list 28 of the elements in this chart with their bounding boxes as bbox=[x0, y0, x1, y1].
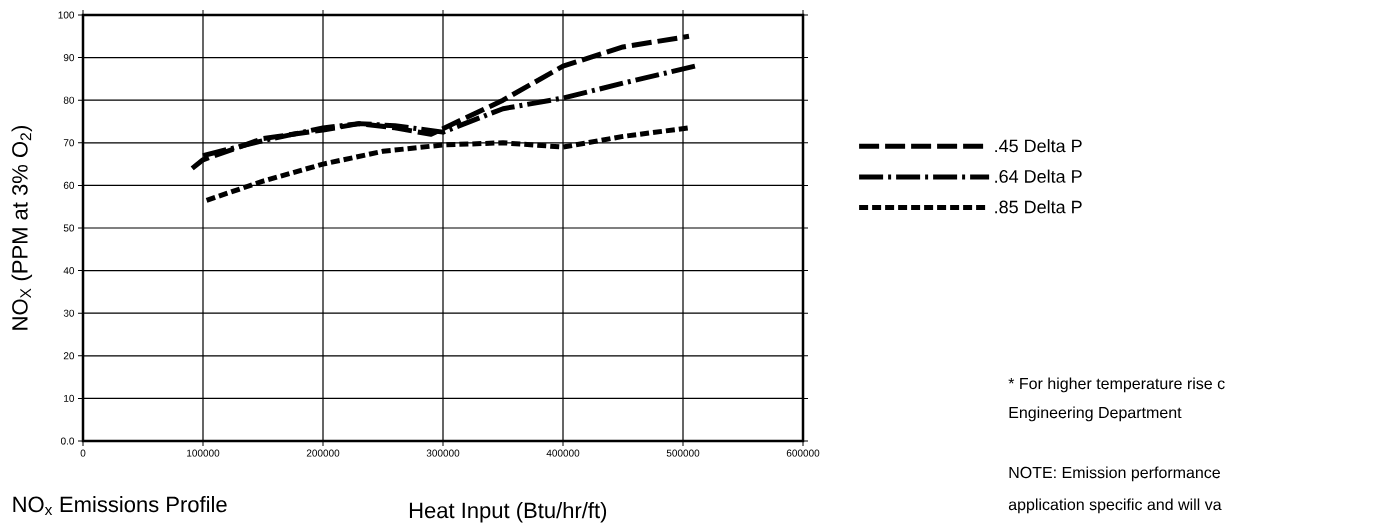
text: .64 Delta P bbox=[995, 169, 1082, 183]
text: .85 Delta P bbox=[995, 200, 1082, 214]
x-tick-label: 300000 bbox=[426, 449, 460, 457]
y-tick-label: 20 bbox=[63, 352, 75, 360]
text: application specific and will va bbox=[1008, 498, 1222, 514]
x-tick-label: 0 bbox=[80, 449, 86, 457]
x-axis-title: Heat Input (Btu/hr/ft) bbox=[409, 502, 607, 523]
text: * For higher temperature rise c bbox=[1008, 377, 1225, 393]
y-tick-label: 40 bbox=[63, 267, 75, 275]
y-tick-label: 100 bbox=[58, 11, 75, 19]
x-tick-label: 400000 bbox=[546, 449, 580, 457]
x-tick-label: 500000 bbox=[666, 449, 700, 457]
y-tick-label: 50 bbox=[63, 224, 75, 232]
y-tick-label: 0.0 bbox=[60, 437, 75, 445]
y-axis-title: NO$_{X}$ (PPM at 3% O$_{2}$) bbox=[11, 125, 33, 330]
y-tick-label: 80 bbox=[63, 96, 75, 104]
y-tick-label: 70 bbox=[63, 139, 75, 147]
text: NO$_{x}$ Emissions Profile bbox=[13, 496, 227, 516]
text: .45 Delta P bbox=[995, 139, 1082, 153]
x-tick-label: 200000 bbox=[306, 449, 340, 457]
y-tick-label: 30 bbox=[63, 309, 75, 317]
x-tick-label: 600000 bbox=[786, 449, 820, 457]
text: NOTE: Emission performance bbox=[1009, 466, 1220, 482]
y-tick-label: 60 bbox=[63, 181, 75, 189]
y-tick-label: 10 bbox=[64, 394, 75, 402]
text: Engineering Department bbox=[1009, 406, 1182, 422]
y-tick-label: 90 bbox=[63, 54, 75, 62]
x-tick-label: 100000 bbox=[187, 449, 220, 457]
